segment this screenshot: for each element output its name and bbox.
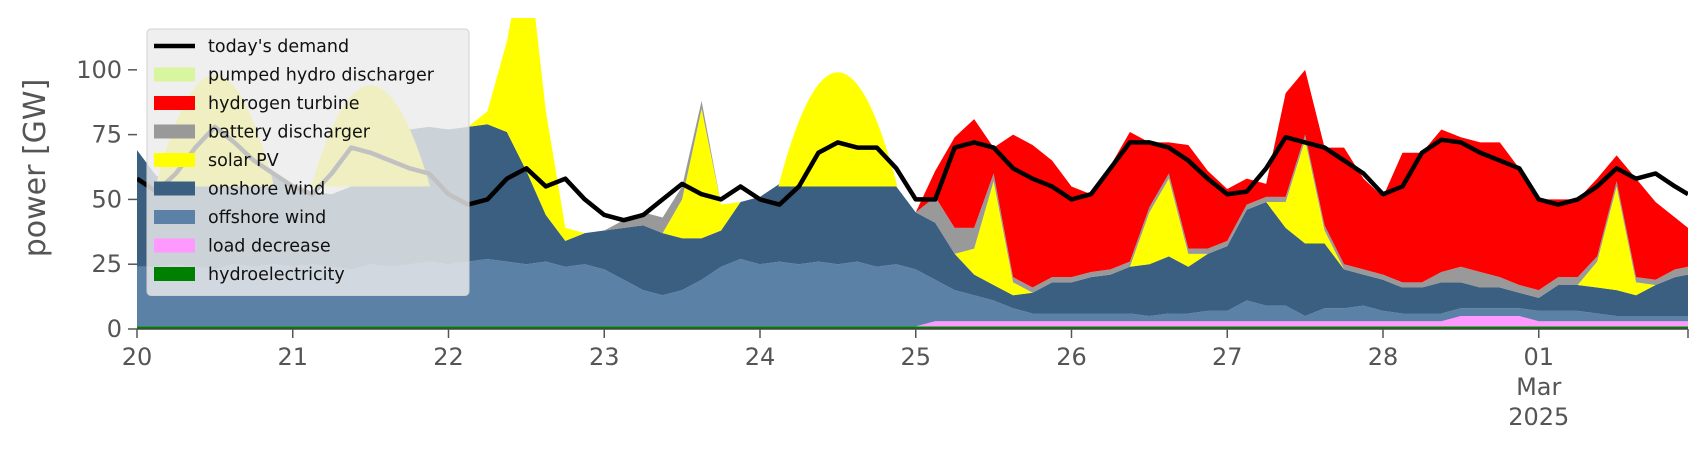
- legend-label: load decrease: [208, 237, 331, 257]
- legend-label: solar PV: [208, 151, 279, 171]
- legend-label: onshore wind: [208, 180, 325, 200]
- legend-label: hydroelectricity: [208, 265, 345, 285]
- legend-label: today's demand: [208, 37, 349, 57]
- legend-swatch: [154, 67, 195, 82]
- legend-swatch: [154, 153, 195, 167]
- legend-swatch: [154, 210, 195, 224]
- legend-frame: [146, 28, 470, 296]
- legend-swatch: [154, 267, 195, 281]
- x-tick-label: 22: [433, 343, 464, 371]
- area-hydrogen-turbine: [137, 18, 1688, 291]
- x-tick-label: 27: [1212, 343, 1243, 371]
- legend-swatch: [154, 238, 195, 253]
- legend: today's demand pumped hydro discharger hyd…: [146, 28, 470, 296]
- area-load-decrease: [137, 316, 1688, 327]
- solar-peak: [778, 72, 898, 187]
- legend-label: hydrogen turbine: [208, 94, 360, 114]
- legend-swatch: [154, 181, 195, 196]
- y-axis-title: power [GW]: [18, 79, 53, 258]
- x-tick-label: 01: [1523, 343, 1554, 371]
- area-offshore-wind: [137, 259, 1688, 327]
- x-tick-month: Mar: [1516, 373, 1561, 401]
- x-tick-label: 28: [1368, 343, 1399, 371]
- x-tick-label: 21: [277, 343, 308, 371]
- x-tick-label: 24: [745, 343, 776, 371]
- legend-swatch: [154, 124, 195, 139]
- y-tick-label: 25: [91, 250, 122, 278]
- y-tick-label: 50: [91, 185, 122, 213]
- y-tick-label: 75: [91, 121, 122, 149]
- x-tick-label: 25: [900, 343, 931, 371]
- y-tick-label: 0: [107, 315, 122, 343]
- x-tick-label: 20: [122, 343, 153, 371]
- x-tick-label: 26: [1056, 343, 1087, 371]
- legend-label: offshore wind: [208, 208, 326, 228]
- legend-label: pumped hydro discharger: [208, 66, 435, 86]
- legend-label: battery discharger: [208, 123, 371, 143]
- y-tick-label: 100: [76, 56, 122, 84]
- legend-swatch: [154, 96, 195, 110]
- area-solar-PV: [137, 18, 1688, 298]
- x-tick-year: 2025: [1508, 403, 1569, 431]
- x-tick-label: 23: [589, 343, 620, 371]
